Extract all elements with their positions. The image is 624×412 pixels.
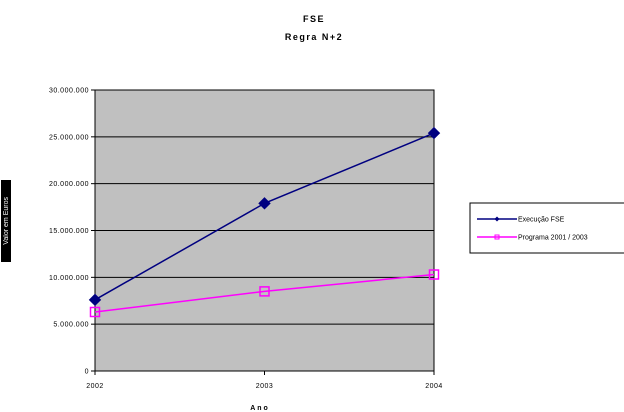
data-point xyxy=(89,306,101,318)
y-tick-label: 20.000.000 xyxy=(49,181,89,188)
data-point xyxy=(259,286,270,297)
y-axis: 0 5.000.000 10.000.000 15.000.000 20.000.000… xyxy=(49,88,95,376)
legend-marker xyxy=(494,216,500,222)
x-tick-label: 2004 xyxy=(425,383,443,390)
data-point xyxy=(427,126,441,140)
y-axis-label-box: Valor em Euros xyxy=(1,180,11,262)
y-tick-label: 30.000.000 xyxy=(49,88,89,95)
series-layer xyxy=(88,126,441,318)
legend-marker xyxy=(494,234,500,240)
data-point xyxy=(258,197,271,210)
legend: Execução FSE Programa 2001 / 2003 xyxy=(469,202,624,254)
x-axis-label: Ano xyxy=(250,405,270,412)
y-tick-label: 5.000.000 xyxy=(53,322,89,329)
legend-label: Execução FSE xyxy=(518,217,565,224)
legend-box xyxy=(469,202,624,254)
y-tick-label: 15.000.000 xyxy=(49,228,89,235)
x-tick-label: 2003 xyxy=(256,383,274,390)
chart-subtitle: Regra N+2 xyxy=(285,32,343,42)
chart-title: FSE xyxy=(303,14,325,24)
data-point xyxy=(88,293,102,307)
series-line xyxy=(94,273,435,313)
grid xyxy=(95,136,434,325)
y-tick-label: 25.000.000 xyxy=(49,134,89,141)
legend-items: Execução FSE Programa 2001 / 2003 xyxy=(477,216,588,242)
x-axis: 2002 2003 2004 xyxy=(86,371,443,390)
y-tick-label: 0 xyxy=(85,369,89,376)
data-point xyxy=(428,269,440,280)
x-tick-label: 2002 xyxy=(86,383,104,390)
y-tick-label: 10.000.000 xyxy=(49,275,89,282)
y-axis-label: Valor em Euros xyxy=(2,197,10,245)
legend-label: Programa 2001 / 2003 xyxy=(518,235,588,242)
